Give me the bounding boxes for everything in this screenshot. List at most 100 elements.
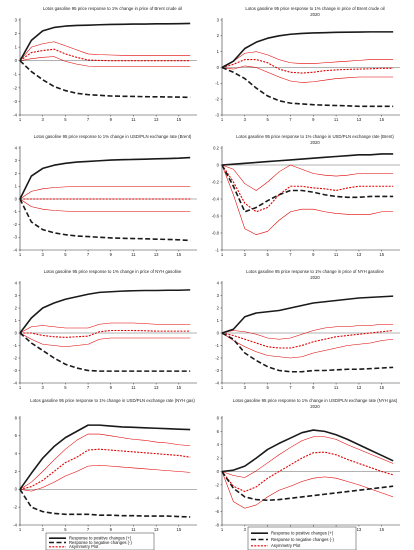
chart-title: Lotos gasoline 95 price response to 1% c… [236,134,394,139]
x-tick-label: 7 [87,117,90,122]
chart-title: Lotos gasoline 95 price response to 1% c… [30,398,195,403]
irf-panel: Lotos gasoline 95 price response to 1% c… [212,134,400,257]
chart-subtitle: 2020 [310,275,320,280]
x-tick-label: 9 [110,385,113,390]
y-tick-label: 1 [217,318,220,323]
x-tick-label: 15 [379,117,384,122]
chart-title: Lotos gasoline 95 price response to 1% c… [246,269,384,274]
x-tick-label: 11 [131,117,136,122]
y-tick-label: 4 [15,280,18,285]
x-tick-label: 9 [110,117,113,122]
y-tick-label: 0 [217,65,220,70]
series-line-band-upper [19,322,191,334]
series-line-negative [19,198,191,242]
x-tick-label: 13 [154,385,159,390]
y-tick-label: -1 [215,81,219,86]
series-line-asymmetry [221,164,394,213]
x-tick-label: 5 [64,117,67,122]
y-tick-label: 0.2 [213,145,219,150]
x-tick-label: 9 [312,385,315,390]
series-line-positive [19,424,191,490]
x-tick-label: 7 [87,252,90,257]
y-tick-label: -2 [215,355,219,360]
y-tick-label: -6 [215,509,219,514]
series-line-band-upper [19,185,191,200]
y-tick-label: -4 [215,380,219,385]
y-tick-label: -4 [215,496,219,501]
y-tick-label: -3 [13,368,17,373]
x-tick-label: 11 [131,252,136,257]
y-tick-label: 4 [15,145,18,150]
series-line-asymmetry [221,59,394,74]
x-tick-label: 15 [379,527,384,532]
y-tick-label: 6 [217,429,220,434]
y-tick-label: -1 [215,247,219,252]
chart-title: Lotos gasoline 95 price response to 1% c… [44,269,182,274]
series-line-band-lower [19,56,191,67]
x-tick-label: 13 [357,385,362,390]
series-line-negative [19,60,191,99]
series-line-negative [221,66,394,108]
series-line-asymmetry [221,451,394,493]
y-tick-label: -2 [215,97,219,102]
y-tick-label: 3 [15,158,18,163]
x-tick-label: 15 [379,252,384,257]
x-tick-label: 5 [64,385,67,390]
y-tick-label: 2 [217,456,220,461]
x-tick-label: 15 [177,117,182,122]
y-tick-label: 4 [15,451,18,456]
y-tick-label: -0.8 [212,230,220,235]
x-tick-label: 11 [334,252,339,257]
legend: Response to positive changes (+)Response… [247,526,357,550]
y-tick-label: -4 [13,522,17,527]
y-tick-label: -4 [13,380,17,385]
series-line-band-lower [221,332,394,359]
x-tick-label: 11 [131,527,136,532]
chart-subtitle: 2020 [310,12,320,17]
x-tick-label: 5 [266,252,269,257]
x-tick-label: 13 [154,117,159,122]
y-tick-label: 0 [15,330,18,335]
y-tick-label: 3 [217,293,220,298]
y-tick-label: -0.4 [212,196,220,201]
y-tick-label: 8 [15,415,18,420]
legend-label-asymmetry: Asymmetry Plot [69,544,99,549]
y-tick-label: 1 [217,49,220,54]
y-tick-label: 0 [217,330,220,335]
y-tick-label: -3 [13,99,17,104]
series-line-band-upper [221,323,394,340]
y-tick-label: 0 [217,469,220,474]
y-tick-label: 3 [15,293,18,298]
x-tick-label: 1 [19,385,22,390]
y-tick-label: -2 [215,482,219,487]
x-tick-label: 11 [131,385,136,390]
x-tick-label: 13 [154,252,159,257]
series-line-negative [221,332,394,373]
y-tick-label: 8 [217,415,220,420]
x-tick-label: 9 [312,252,315,257]
x-tick-label: 3 [42,385,45,390]
x-tick-label: 7 [289,117,292,122]
series-line-negative [221,164,394,213]
series-line-asymmetry [221,329,394,349]
chart-title: Lotos gasoline 95 price response to 1% c… [233,398,398,403]
series-line-band-upper [221,436,394,478]
series-line-band-upper [221,51,394,68]
chart-title: Lotos gasoline 95 price response to 1% c… [245,6,384,11]
x-tick-label: 5 [266,385,269,390]
x-tick-label: 7 [87,527,90,532]
x-tick-label: 3 [244,117,247,122]
y-tick-label: 2 [15,171,18,176]
y-tick-label: 2 [217,305,220,310]
x-tick-label: 13 [357,527,362,532]
series-line-band-lower [19,464,191,492]
x-tick-label: 15 [177,527,182,532]
x-tick-label: 7 [289,252,292,257]
x-tick-label: 7 [87,385,90,390]
x-tick-label: 9 [312,117,315,122]
chart-title: Lotos gasoline 95 price response to 1% c… [34,134,192,139]
series-line-positive [221,429,394,473]
y-tick-label: -1 [13,209,17,214]
x-tick-label: 1 [221,385,224,390]
series-line-asymmetry [19,448,191,490]
